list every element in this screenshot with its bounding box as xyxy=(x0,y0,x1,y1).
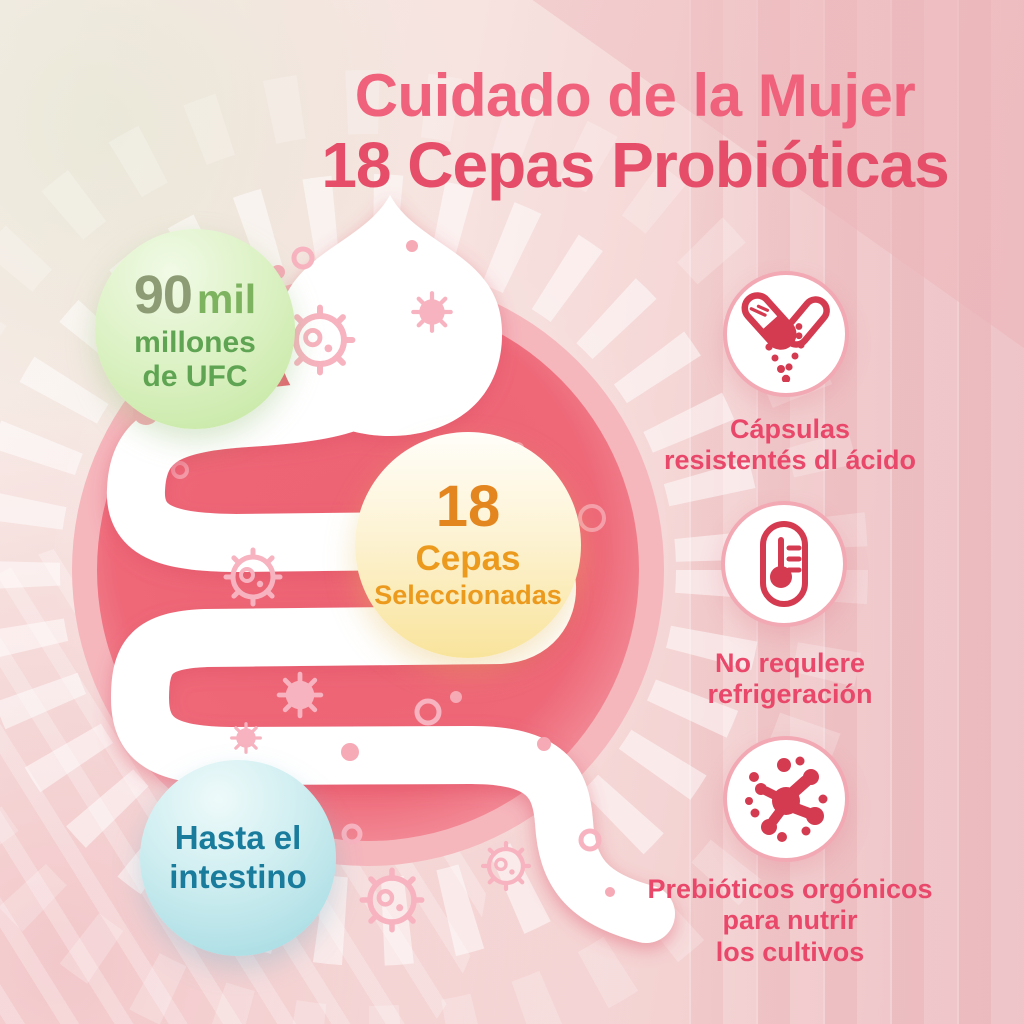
feature-line: resistentés dl ácido xyxy=(663,445,917,476)
feature-line: No requlere xyxy=(714,648,866,678)
feature-line: los cultivos xyxy=(715,936,865,967)
feature-circle-refrigeration xyxy=(721,501,847,627)
thermometer-icon xyxy=(760,521,808,607)
gut-line1: Hasta el xyxy=(174,819,302,857)
feature-label-capsules: Cápsulas resistentés dl ácido xyxy=(600,414,980,477)
stomach-bulge xyxy=(277,195,503,436)
cfu-line3: de UFC xyxy=(142,360,248,393)
cfu-unit: mil xyxy=(196,276,257,323)
feature-circle-prebiotics xyxy=(723,736,849,862)
cfu-value: 90 xyxy=(133,265,193,326)
badge-gut: Hasta el intestino xyxy=(140,760,336,956)
capsule-granules xyxy=(765,341,805,382)
strains-line2: Cepas xyxy=(415,539,521,579)
feature-line: para nutrir xyxy=(722,905,858,936)
badge-cfu: 90 mil millones de UFC xyxy=(95,229,295,429)
prebiotic-splat-icon xyxy=(745,756,828,842)
feature-label-prebiotics: Prebióticos orgónicos para nutrir los cu… xyxy=(600,874,980,968)
page-subtitle: 18 Cepas Probióticas xyxy=(321,128,949,201)
feature-line: refrigeración xyxy=(707,679,873,710)
feature-line: Prebióticos orgónicos xyxy=(647,874,933,904)
strains-line3: Seleccionadas xyxy=(374,580,562,611)
badge-strains: 18 Cepas Seleccionadas xyxy=(355,432,581,658)
feature-label-refrigeration: No requlere refrigeración xyxy=(600,648,980,711)
feature-line: Cápsulas xyxy=(729,414,851,444)
cfu-line2: millones xyxy=(134,326,256,360)
page-title: Cuidado de la Mujer xyxy=(354,62,916,129)
ray-ring xyxy=(0,174,764,966)
capsules-icon xyxy=(741,292,830,382)
title-block: Cuidado de la Mujer 18 Cepas Probióticas xyxy=(230,62,1024,201)
gut-line2: intestino xyxy=(169,858,307,895)
feature-circle-capsules xyxy=(723,271,849,397)
strains-value: 18 xyxy=(435,474,501,540)
